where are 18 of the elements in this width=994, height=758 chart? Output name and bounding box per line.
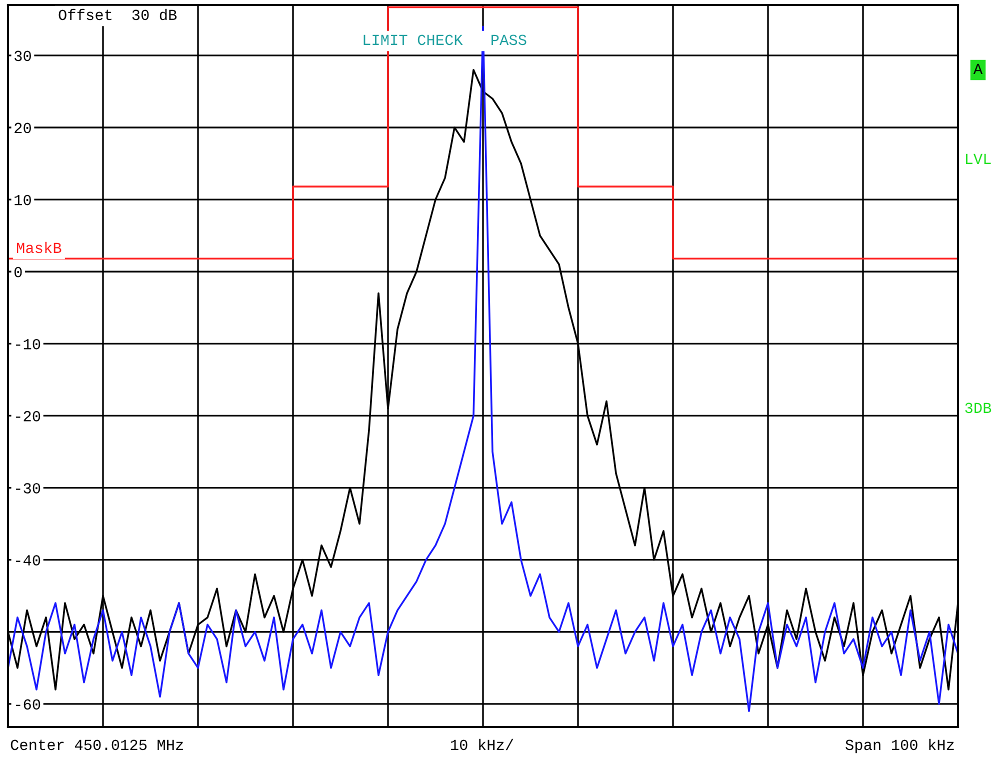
text: Span 100 kHz <box>846 738 954 754</box>
text: Center 450.0125 MHz <box>10 740 183 750</box>
y-tick-label: -10 <box>16 338 40 350</box>
y-tick-label: 30 <box>14 50 31 62</box>
annotation: MaskB <box>16 242 62 254</box>
text: LVL <box>966 154 991 164</box>
text: 10 kHz/ <box>451 738 514 750</box>
annotation: LIMIT CHECK PASS <box>364 34 526 46</box>
y-tick-label: 20 <box>14 122 31 134</box>
text: 3DB <box>965 402 992 414</box>
y-tick-label: -40 <box>16 555 40 566</box>
y-tick-label: -20 <box>16 411 40 422</box>
text: A <box>973 64 983 74</box>
y-tick-label: -60 <box>16 699 40 710</box>
y-tick-label: 10 <box>14 194 31 206</box>
y-tick-label: -30 <box>16 483 40 494</box>
y-tick-label: 0 <box>14 266 22 278</box>
annotation: Offset 30 dB <box>58 8 177 20</box>
